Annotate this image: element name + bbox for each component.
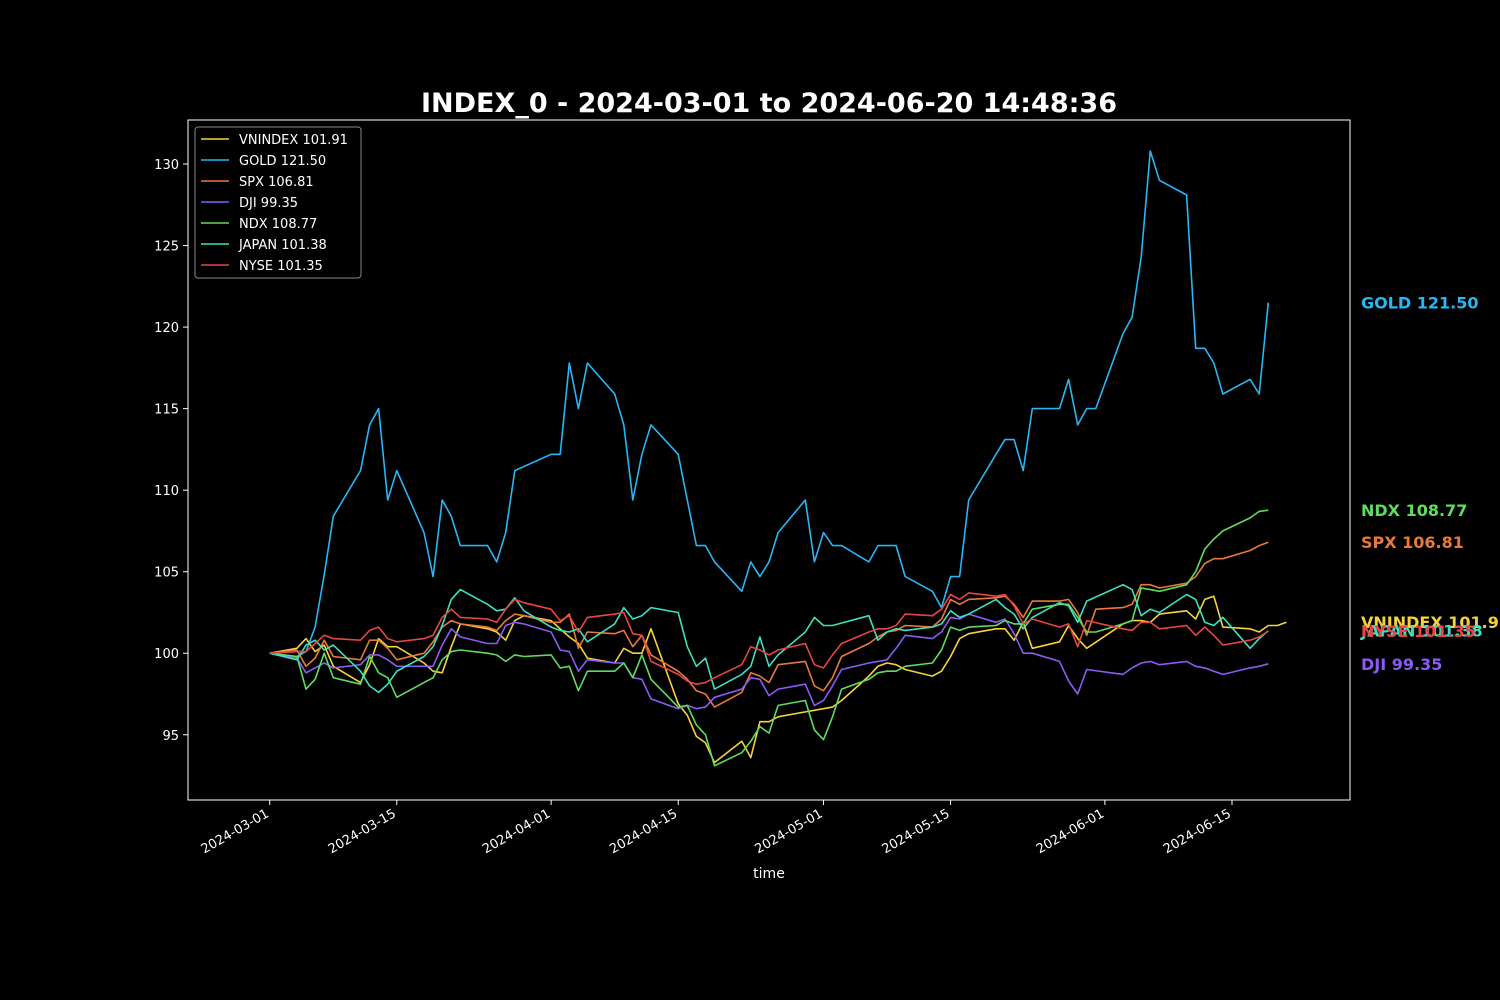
- end-label-ndx: NDX 108.77: [1361, 501, 1467, 520]
- y-tick-label: 125: [154, 240, 179, 255]
- end-label-nyse: NYSE 101.35: [1361, 622, 1476, 641]
- y-tick-label: 100: [154, 647, 179, 662]
- series-line-gold: [269, 150, 1270, 658]
- end-label-dji: DJI 99.35: [1361, 655, 1442, 674]
- legend-entry-japan: JAPAN 101.38: [238, 238, 327, 253]
- series-line-dji: [269, 613, 1269, 710]
- y-tick-label: 120: [154, 321, 179, 336]
- y-tick-label: 115: [154, 403, 179, 418]
- series-layer: [269, 150, 1287, 767]
- legend-entry-ndx: NDX 108.77: [239, 217, 317, 232]
- y-tick-label: 110: [154, 484, 179, 499]
- end-label-vnindex: VNINDEX 101.91: [1361, 613, 1500, 632]
- legend-entry-spx: SPX 106.81: [239, 175, 314, 190]
- y-tick-label: 105: [154, 566, 179, 581]
- y-axis: 95 100 105 110 115 120 125 130: [154, 158, 188, 744]
- end-label-spx: SPX 106.81: [1361, 533, 1464, 552]
- end-labels: GOLD 121.50 NDX 108.77 SPX 106.81 VNINDEX 1…: [1360, 294, 1500, 674]
- legend-entry-vnindex: VNINDEX 101.91: [239, 133, 348, 148]
- legend-entry-dji: DJI 99.35: [239, 196, 298, 211]
- y-tick-label: 95: [162, 729, 179, 744]
- legend-entry-gold: GOLD 121.50: [239, 154, 326, 169]
- x-axis-label: time: [753, 866, 785, 882]
- plot-frame: [187, 119, 1351, 801]
- series-line-ndx: [269, 509, 1269, 767]
- series-line-nyse: [269, 592, 1269, 685]
- legend: VNINDEX 101.91 GOLD 121.50 SPX 106.81 DJI 9…: [194, 126, 362, 279]
- end-label-gold: GOLD 121.50: [1361, 294, 1479, 313]
- y-tick-label: 130: [154, 158, 179, 173]
- series-line-japan: [269, 583, 1269, 694]
- legend-box: [194, 126, 362, 279]
- end-label-japan: JAPAN 101.38: [1360, 622, 1483, 641]
- legend-entry-nyse: NYSE 101.35: [239, 259, 323, 274]
- chart-title: INDEX_0 - 2024-03-01 to 2024-06-20 14:48…: [421, 88, 1117, 119]
